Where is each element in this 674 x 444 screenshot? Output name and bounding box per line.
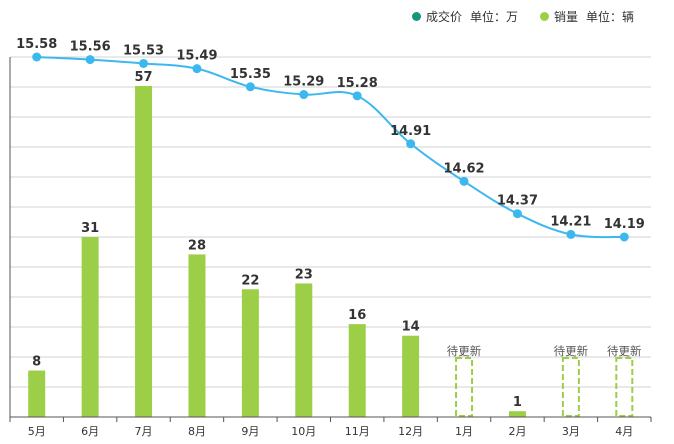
sales-bar <box>241 289 259 417</box>
legend-price-marker <box>412 11 421 21</box>
legend: 成交价 单位：万 销量 单位：辆 <box>412 6 634 26</box>
price-value-label: 14.21 <box>550 214 591 229</box>
price-point <box>352 91 362 101</box>
price-point <box>406 139 416 149</box>
sales-value-label: 8 <box>32 355 41 370</box>
sales-bar <box>28 370 46 417</box>
sales-value-label: 23 <box>295 267 313 282</box>
gridlines <box>9 56 651 417</box>
price-point <box>512 209 522 219</box>
price-value-label: 14.19 <box>604 217 645 232</box>
sales-value-label: 31 <box>81 221 99 236</box>
price-point <box>32 52 42 62</box>
pending-bar <box>561 357 580 417</box>
sales-bar <box>402 335 420 417</box>
sales-value-label: 14 <box>402 320 420 335</box>
x-tick-label: 6月 <box>81 425 99 438</box>
price-point <box>299 90 309 100</box>
price-point <box>245 82 255 92</box>
x-tick-label: 10月 <box>291 425 316 438</box>
legend-item-sales[interactable]: 销量 单位：辆 <box>540 8 634 25</box>
legend-price-unit: 单位：万 <box>470 9 519 24</box>
pending-label: 待更新 <box>447 344 482 358</box>
pending-bar <box>615 357 634 417</box>
price-value-label: 15.53 <box>123 43 164 58</box>
x-tick-label: 12月 <box>398 425 423 438</box>
sales-bar <box>188 254 206 417</box>
price-value-label: 14.62 <box>443 161 484 176</box>
legend-price-label: 成交价 <box>426 9 463 24</box>
x-tick-label: 8月 <box>188 425 206 438</box>
x-tick-label: 5月 <box>28 425 46 438</box>
pending-label: 待更新 <box>607 344 642 358</box>
legend-sales-marker <box>540 11 550 21</box>
x-tick-label: 9月 <box>241 425 259 438</box>
sales-bar <box>348 324 366 417</box>
x-tick-label: 2月 <box>508 425 526 438</box>
price-point <box>192 64 202 74</box>
x-tick-label: 3月 <box>562 425 580 438</box>
sales-value-label: 57 <box>134 70 152 85</box>
sales-bar <box>508 411 526 417</box>
price-value-label: 15.28 <box>337 76 378 91</box>
x-tick-label: 1月 <box>455 425 473 438</box>
legend-item-price[interactable]: 成交价 单位：万 <box>412 8 518 25</box>
sales-value-label: 16 <box>348 308 366 323</box>
price-value-label: 14.91 <box>390 124 431 139</box>
legend-sales-unit: 单位：辆 <box>586 9 635 24</box>
price-point <box>459 176 469 186</box>
price-point <box>85 55 95 65</box>
price-point <box>619 232 629 242</box>
price-point <box>566 229 576 239</box>
x-tick-label: 11月 <box>345 425 370 438</box>
pending-bar <box>455 357 474 417</box>
sales-value-label: 22 <box>241 273 259 288</box>
price-value-label: 15.49 <box>176 49 217 64</box>
price-value-label: 15.35 <box>230 67 271 82</box>
price-value-label: 15.56 <box>70 40 111 55</box>
sales-value-label: 28 <box>188 238 206 253</box>
price-value-label: 15.58 <box>16 37 57 52</box>
legend-sales-label: 销量 <box>554 9 579 24</box>
x-axis: 5月 6月 7月 8月 9月 10月 11月 12月 1月 2月 3月 4月 <box>9 416 652 438</box>
x-tick-label: 4月 <box>615 425 633 438</box>
x-tick-label: 7月 <box>135 425 153 438</box>
sales-bars: 8 31 57 28 22 23 16 14 待更新 1 待更新 待更新 <box>28 70 642 417</box>
sales-bar <box>295 283 313 417</box>
price-line: 15.58 15.56 15.53 15.49 15.35 15.29 15.28 14.91… <box>16 37 645 242</box>
price-point <box>139 58 149 68</box>
price-value-label: 14.37 <box>497 194 538 209</box>
pending-label: 待更新 <box>554 344 589 358</box>
price-value-label: 15.29 <box>283 75 324 90</box>
sales-bar <box>135 86 153 417</box>
sales-value-label: 1 <box>513 395 522 410</box>
sales-bar <box>81 237 99 417</box>
